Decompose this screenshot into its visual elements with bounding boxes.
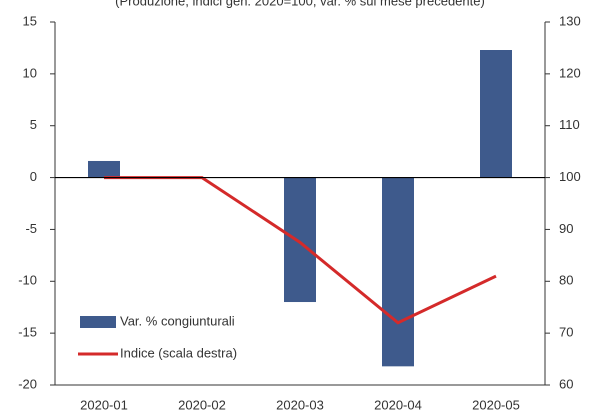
bar <box>480 50 512 178</box>
x-tick-label: 2020-03 <box>276 397 324 412</box>
legend-label: Indice (scala destra) <box>120 345 237 360</box>
bar <box>382 177 414 367</box>
y2-tick-label: 70 <box>559 325 573 340</box>
y-tick-label: -20 <box>18 376 37 391</box>
legend-label: Var. % congiunturali <box>120 313 235 328</box>
legend-swatch <box>80 316 116 328</box>
y-tick-label: -5 <box>25 221 37 236</box>
y2-tick-label: 90 <box>559 221 573 236</box>
x-tick-label: 2020-04 <box>374 397 422 412</box>
bar <box>88 160 120 178</box>
y-tick-label: 0 <box>30 169 37 184</box>
y-tick-label: 10 <box>23 65 37 80</box>
y2-tick-label: 110 <box>559 117 580 132</box>
y-tick-label: -10 <box>18 273 37 288</box>
y2-tick-label: 100 <box>559 169 581 184</box>
y2-tick-label: 120 <box>559 65 581 80</box>
y-tick-label: 5 <box>30 117 37 132</box>
y2-tick-label: 130 <box>559 13 581 28</box>
y-tick-label: 15 <box>23 13 37 28</box>
bar <box>284 177 316 303</box>
x-tick-label: 2020-02 <box>178 397 226 412</box>
y-tick-label: -15 <box>18 325 37 340</box>
x-tick-label: 2020-05 <box>472 397 520 412</box>
y2-tick-label: 80 <box>559 273 573 288</box>
chart-subtitle: (Produzione, indici gen. 2020=100, var. … <box>115 0 485 8</box>
y2-tick-label: 60 <box>559 376 573 391</box>
x-tick-label: 2020-01 <box>80 397 128 412</box>
